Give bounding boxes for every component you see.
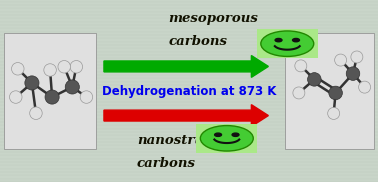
Circle shape	[293, 38, 299, 42]
FancyArrow shape	[104, 105, 268, 126]
FancyBboxPatch shape	[4, 33, 96, 149]
Circle shape	[30, 107, 42, 119]
Circle shape	[65, 80, 79, 94]
Circle shape	[25, 76, 39, 90]
Circle shape	[346, 67, 360, 80]
FancyBboxPatch shape	[285, 33, 374, 149]
Circle shape	[80, 91, 93, 103]
Circle shape	[11, 63, 24, 75]
Circle shape	[58, 61, 70, 73]
Circle shape	[232, 133, 239, 136]
Circle shape	[70, 61, 82, 73]
Circle shape	[351, 51, 363, 63]
Circle shape	[308, 73, 321, 86]
Circle shape	[328, 107, 340, 119]
FancyArrow shape	[104, 56, 268, 77]
Circle shape	[215, 133, 222, 136]
Circle shape	[275, 38, 282, 42]
Circle shape	[261, 31, 314, 56]
Circle shape	[293, 87, 305, 99]
Text: carbons: carbons	[169, 35, 228, 48]
Circle shape	[200, 126, 253, 151]
FancyBboxPatch shape	[197, 124, 257, 153]
Circle shape	[335, 54, 347, 66]
FancyBboxPatch shape	[257, 29, 318, 58]
Circle shape	[329, 86, 342, 100]
Text: Dehydrogenation at 873 K: Dehydrogenation at 873 K	[102, 84, 276, 98]
Circle shape	[359, 81, 370, 93]
Text: carbons: carbons	[137, 157, 196, 170]
Circle shape	[44, 64, 56, 76]
Circle shape	[9, 91, 22, 103]
Text: nanostructured: nanostructured	[137, 134, 253, 147]
Circle shape	[295, 60, 307, 72]
Text: mesoporous: mesoporous	[169, 12, 259, 25]
Circle shape	[45, 90, 59, 104]
